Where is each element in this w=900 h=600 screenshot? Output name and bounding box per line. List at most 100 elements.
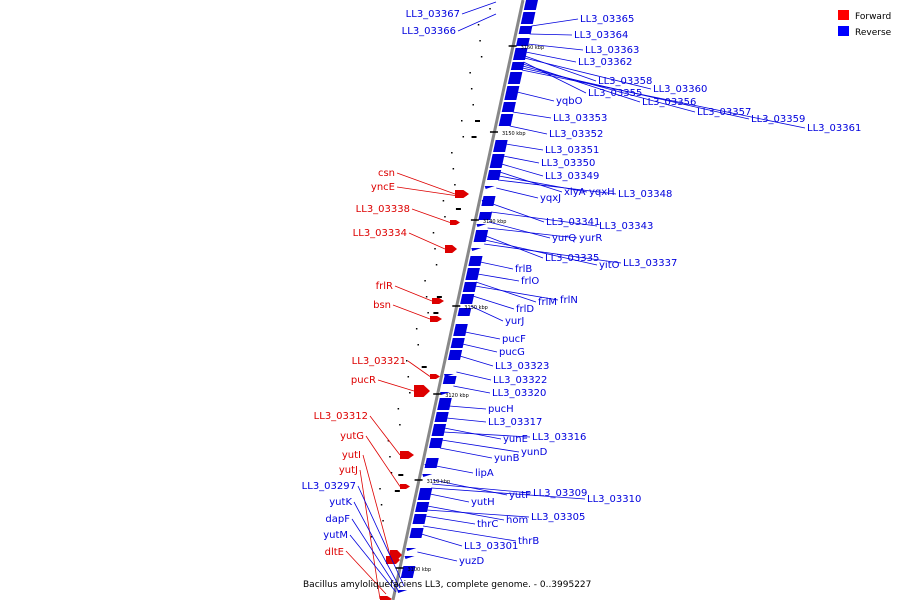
leader-line xyxy=(512,111,552,119)
gene-label-reverse: LL3_03365 xyxy=(580,14,634,25)
gene-label-reverse: LL3_03316 xyxy=(532,432,586,443)
gene-label-reverse: LL3_03367 xyxy=(406,9,460,20)
reverse-gene-feature xyxy=(457,308,472,316)
reverse-gene-feature xyxy=(510,62,525,70)
leader-line xyxy=(472,295,515,310)
reverse-gene-feature xyxy=(507,72,523,84)
leader-line xyxy=(524,57,652,90)
gene-label-reverse: LL3_03361 xyxy=(807,123,861,134)
forward-gene-feature xyxy=(380,596,392,600)
gene-label-reverse: dapF xyxy=(325,514,350,525)
reverse-gene-feature xyxy=(501,102,516,112)
track-dot xyxy=(407,376,410,378)
gene-label-forward: bsn xyxy=(373,300,391,311)
leader-line xyxy=(396,172,456,195)
reverse-gene-feature xyxy=(478,212,493,220)
leader-line xyxy=(417,551,458,562)
leader-line xyxy=(492,203,545,223)
track-dot xyxy=(415,328,418,330)
leader-line xyxy=(521,69,806,129)
leader-line xyxy=(487,227,578,239)
reverse-gene-feature xyxy=(487,170,502,180)
leader-line xyxy=(359,469,381,600)
gene-label-reverse: LL3_03343 xyxy=(599,221,653,232)
axis-tick-label: 3110 kbp xyxy=(427,479,451,485)
axis-tick-label: 3130 kbp xyxy=(464,305,488,311)
gene-label-reverse: yutH xyxy=(471,497,495,508)
gene-label-reverse: frlO xyxy=(521,276,539,287)
forward-gene-feature xyxy=(455,193,467,198)
leader-line xyxy=(426,509,530,518)
gene-label-reverse: yurR xyxy=(579,233,602,244)
track-dot xyxy=(451,152,453,154)
legend: Forward Reverse xyxy=(838,10,892,38)
leader-line xyxy=(431,487,586,500)
leader-line xyxy=(501,163,544,177)
gene-label-reverse: pucG xyxy=(499,347,525,358)
gene-label-reverse: LL3_03357 xyxy=(697,107,751,118)
leader-line xyxy=(353,501,401,589)
reverse-gene-feature xyxy=(415,502,430,512)
gene-label-reverse: LL3_03360 xyxy=(653,84,707,95)
genome-backbone xyxy=(391,0,525,600)
track-dot xyxy=(427,312,429,314)
leader-line xyxy=(439,447,493,459)
track-dot xyxy=(434,248,436,250)
leader-line xyxy=(345,550,387,595)
gene-label-reverse: thrC xyxy=(477,519,498,530)
gene-label-reverse: LL3_03355 xyxy=(588,88,642,99)
leader-line xyxy=(491,211,598,227)
gene-label-reverse: yqxH xyxy=(589,187,615,198)
gene-label-reverse: LL3_03323 xyxy=(495,361,549,372)
reverse-gene-feature xyxy=(448,350,463,360)
track-dot xyxy=(480,56,483,58)
leader-line xyxy=(351,518,399,591)
gene-label-reverse: LL3_03358 xyxy=(598,76,652,87)
gene-label-reverse: yurQ xyxy=(552,233,576,244)
track-dot xyxy=(454,184,456,186)
reverse-gene-feature xyxy=(460,294,475,304)
reverse-gene-feature xyxy=(424,464,435,467)
legend-forward-swatch xyxy=(838,10,849,20)
gene-label-reverse: yitO xyxy=(599,260,620,271)
leader-line xyxy=(523,63,641,103)
gene-label-reverse: yqbO xyxy=(556,96,583,107)
track-dot xyxy=(397,408,400,410)
leader-line xyxy=(407,360,431,377)
track-dash xyxy=(455,208,461,210)
track-dot xyxy=(425,296,428,298)
leader-line xyxy=(485,235,544,259)
gene-label-reverse: LL3_03349 xyxy=(545,171,599,182)
leader-line xyxy=(474,285,559,301)
axis-tick-label: 3120 kbp xyxy=(445,393,469,399)
leader-line xyxy=(475,281,537,303)
forward-gene-feature xyxy=(450,220,460,225)
gene-label-reverse: yutK xyxy=(329,497,352,508)
gene-label-reverse: frlB xyxy=(515,264,532,275)
track-dash xyxy=(436,296,442,298)
leader-line xyxy=(357,485,405,587)
reverse-gene-feature xyxy=(516,38,530,46)
track-dot xyxy=(470,88,473,90)
leader-line xyxy=(411,208,451,223)
reverse-gene-feature xyxy=(473,230,489,242)
track-dot xyxy=(390,472,393,474)
gene-label-reverse: LL3_03359 xyxy=(751,114,805,125)
leader-line xyxy=(527,43,584,51)
leader-line xyxy=(496,187,539,199)
leader-line xyxy=(453,385,491,394)
legend-reverse-swatch xyxy=(838,26,849,36)
reverse-gene-feature xyxy=(443,374,454,377)
reverse-gene-feature xyxy=(409,528,424,538)
leader-line xyxy=(525,51,577,63)
leader-line xyxy=(449,405,487,410)
gene-features xyxy=(380,0,538,600)
track-dot xyxy=(462,136,465,138)
leader-line xyxy=(422,525,517,542)
leader-line xyxy=(429,493,470,503)
track-dot xyxy=(469,72,471,74)
track-dot xyxy=(387,440,390,442)
axis-tick-label: 3100 kbp xyxy=(408,567,432,573)
reverse-gene-feature xyxy=(520,12,536,24)
